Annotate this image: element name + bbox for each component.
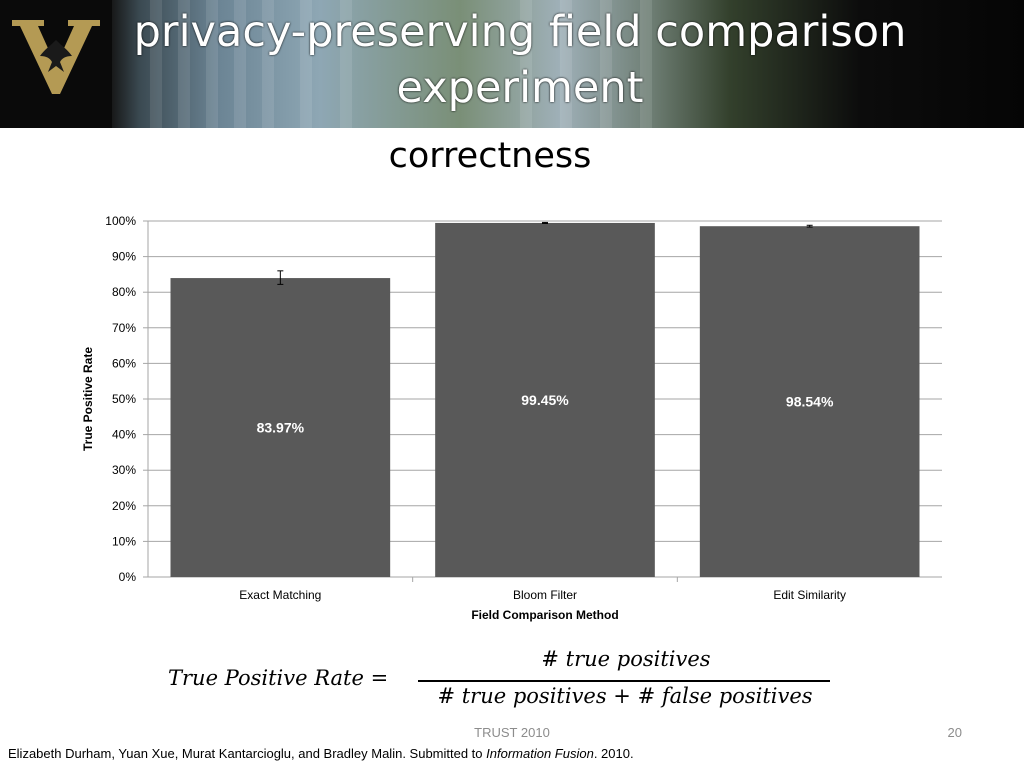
bar (170, 278, 391, 577)
y-tick-label: 90% (112, 250, 136, 264)
y-tick-label: 60% (112, 356, 136, 370)
x-tick-label: Exact Matching (239, 588, 321, 602)
x-tick-label: Bloom Filter (513, 588, 577, 602)
citation-authors: Elizabeth Durham, Yuan Xue, Murat Kantar… (8, 746, 487, 761)
error-bars (277, 221, 813, 285)
vanderbilt-logo-icon (12, 20, 100, 94)
formula-numerator: # true positives (541, 647, 711, 671)
data-labels: 83.97% 99.45% 98.54% (257, 392, 834, 436)
y-axis-ticks: 0% 10% 20% 30% 40% 50% 60% 70% 80% 90% 100% (105, 214, 136, 584)
citation: Elizabeth Durham, Yuan Xue, Murat Kantar… (8, 746, 1008, 761)
data-label: 99.45% (521, 392, 569, 408)
bar (699, 226, 920, 577)
slide-subtitle: correctness (388, 136, 592, 176)
page-number: 20 (947, 725, 962, 740)
tpr-formula: True Positive Rate = # true positives # … (160, 642, 840, 718)
header-banner: privacy-preserving field comparison expe… (0, 0, 1024, 128)
y-tick-label: 30% (112, 463, 136, 477)
citation-year: . 2010. (593, 746, 634, 761)
y-tick-label: 80% (112, 285, 136, 299)
formula-lhs: True Positive Rate = (168, 666, 389, 690)
data-label: 98.54% (786, 394, 834, 410)
data-label: 83.97% (257, 420, 305, 436)
x-axis-ticks: Exact Matching Bloom Filter Edit Similarit… (239, 577, 846, 602)
bar-chart: 0% 10% 20% 30% 40% 50% 60% 70% 80% 90% 100% 83.97%… (81, 214, 942, 622)
citation-journal: Information Fusion (486, 746, 594, 761)
fraction-bar (418, 680, 830, 682)
x-axis-title: Field Comparison Method (471, 608, 618, 622)
y-tick-label: 20% (112, 499, 136, 513)
y-tick-label: 40% (112, 428, 136, 442)
bar (435, 222, 655, 577)
y-tick-label: 100% (105, 214, 136, 228)
bars (170, 222, 920, 577)
x-tick-label: Edit Similarity (773, 588, 846, 602)
footer-event: TRUST 2010 (474, 725, 550, 740)
logo-area (0, 0, 112, 128)
y-tick-label: 50% (112, 392, 136, 406)
y-axis-title: True Positive Rate (81, 347, 95, 451)
slide-title: privacy-preserving field comparison expe… (133, 7, 907, 113)
y-tick-label: 10% (112, 534, 136, 548)
y-tick-label: 0% (119, 570, 137, 584)
y-tick-label: 70% (112, 321, 136, 335)
formula-denominator: # true positives + # false positives (437, 684, 813, 708)
